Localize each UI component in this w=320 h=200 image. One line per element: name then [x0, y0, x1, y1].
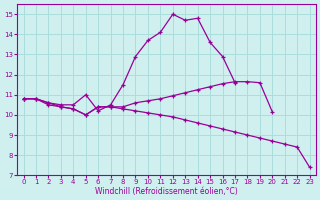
X-axis label: Windchill (Refroidissement éolien,°C): Windchill (Refroidissement éolien,°C): [95, 187, 238, 196]
